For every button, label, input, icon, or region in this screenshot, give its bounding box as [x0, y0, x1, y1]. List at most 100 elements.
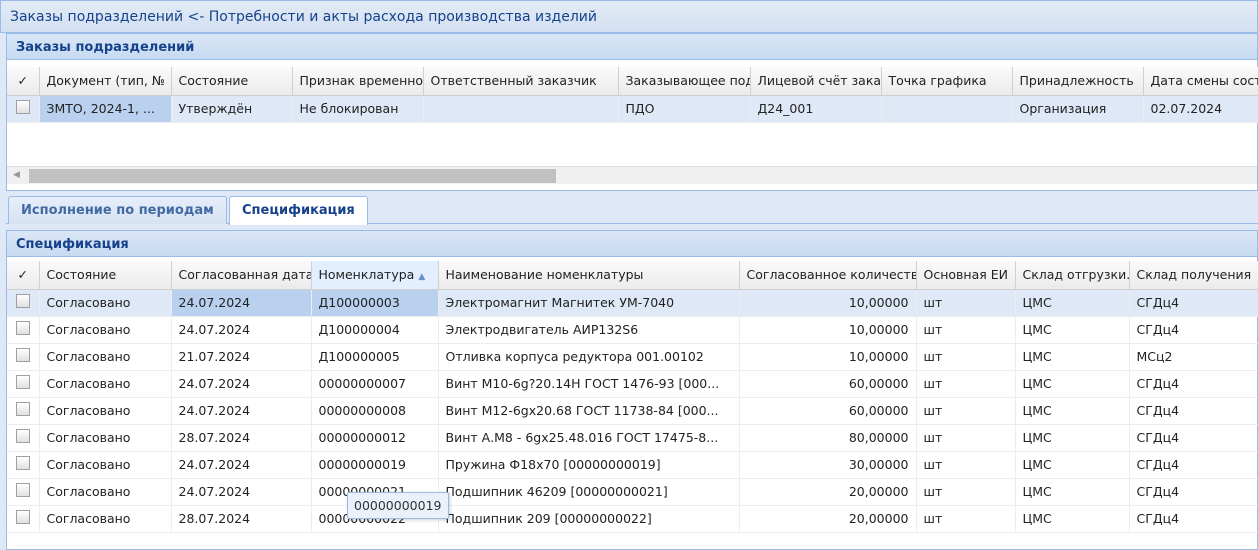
table-cell[interactable]: 24.07.2024: [171, 397, 312, 425]
table-cell[interactable]: Согласовано: [39, 370, 172, 398]
table-cell[interactable]: ЦМС: [1015, 397, 1130, 425]
spec-select-all-header[interactable]: ✓: [7, 261, 40, 290]
table-cell[interactable]: Согласовано: [39, 316, 172, 344]
table-cell[interactable]: СГДц4: [1129, 451, 1258, 479]
table-cell[interactable]: СГДц4: [1129, 370, 1258, 398]
table-cell[interactable]: 24.07.2024: [171, 478, 312, 506]
table-row[interactable]: Согласовано 21.07.2024 Д100000005 Отливка к…: [7, 343, 1258, 371]
checkbox[interactable]: [15, 510, 30, 524]
table-cell[interactable]: Д100000003: [311, 289, 439, 317]
table-row[interactable]: Согласовано 24.07.2024 00000000007 Винт М10…: [7, 370, 1258, 398]
checkbox[interactable]: [15, 429, 30, 443]
table-cell[interactable]: ЦМС: [1015, 370, 1130, 398]
table-row[interactable]: Согласовано 24.07.2024 Д100000003 Электрома…: [7, 289, 1258, 317]
table-cell[interactable]: ЦМС: [1015, 316, 1130, 344]
spec-column-header[interactable]: Склад получения: [1129, 261, 1258, 290]
checkbox[interactable]: [15, 294, 30, 308]
orders-column-header[interactable]: Состояние: [171, 67, 293, 96]
table-cell[interactable]: 10,00000: [739, 289, 917, 317]
spec-column-header[interactable]: Наименование номенклатуры: [438, 261, 740, 290]
row-checkbox[interactable]: [7, 424, 40, 452]
table-cell[interactable]: СГДц4: [1129, 505, 1258, 533]
orders-column-header[interactable]: Заказывающее под: [618, 67, 751, 96]
table-cell[interactable]: СГДц4: [1129, 397, 1258, 425]
checkbox[interactable]: [15, 348, 30, 362]
table-cell[interactable]: 60,00000: [739, 397, 917, 425]
table-cell[interactable]: 00000000008: [311, 397, 439, 425]
table-cell[interactable]: Винт А.М8 - 6gx25.48.016 ГОСТ 17475-8...: [438, 424, 740, 452]
table-cell[interactable]: Согласовано: [39, 289, 172, 317]
table-cell[interactable]: 20,00000: [739, 478, 917, 506]
table-cell[interactable]: 24.07.2024: [171, 370, 312, 398]
table-row[interactable]: Согласовано 24.07.2024 00000000019 Пружина …: [7, 451, 1258, 479]
checkbox[interactable]: [15, 456, 30, 470]
table-cell[interactable]: шт: [916, 397, 1016, 425]
row-checkbox[interactable]: [7, 370, 40, 398]
table-cell[interactable]: СГДц4: [1129, 289, 1258, 317]
table-cell[interactable]: 30,00000: [739, 451, 917, 479]
table-cell[interactable]: 20,00000: [739, 505, 917, 533]
table-cell[interactable]: Винт М12-6gx20.68 ГОСТ 11738-84 [000...: [438, 397, 740, 425]
table-cell[interactable]: Подшипник 46209 [00000000021]: [438, 478, 740, 506]
table-row[interactable]: Согласовано 24.07.2024 Д100000004 Электродв…: [7, 316, 1258, 344]
orders-column-header[interactable]: Документ (тип, №: [39, 67, 172, 96]
table-cell[interactable]: Согласовано: [39, 397, 172, 425]
scroll-left-icon[interactable]: ◀: [13, 170, 20, 180]
orders-column-header[interactable]: Принадлежность: [1012, 67, 1144, 96]
table-cell[interactable]: 10,00000: [739, 343, 917, 371]
table-cell[interactable]: Согласовано: [39, 505, 172, 533]
spec-column-header[interactable]: Номенклатура ▲: [311, 261, 439, 290]
table-cell[interactable]: 10,00000: [739, 316, 917, 344]
table-cell[interactable]: Не блокирован: [292, 95, 424, 123]
table-cell[interactable]: СГДц4: [1129, 424, 1258, 452]
row-checkbox[interactable]: [7, 343, 40, 371]
table-cell[interactable]: Д100000005: [311, 343, 439, 371]
table-cell[interactable]: шт: [916, 316, 1016, 344]
table-cell[interactable]: Д100000004: [311, 316, 439, 344]
table-cell[interactable]: Винт М10-6g?20.14Н ГОСТ 1476-93 [000...: [438, 370, 740, 398]
row-checkbox[interactable]: [7, 451, 40, 479]
table-row[interactable]: ЗМТО, 2024-1, ... Утверждён Не блокирован П…: [7, 95, 1258, 123]
table-row[interactable]: Согласовано24.07.202400000000021Подшипни…: [7, 478, 1258, 506]
table-cell[interactable]: шт: [916, 505, 1016, 533]
table-cell[interactable]: Согласовано: [39, 478, 172, 506]
horizontal-scrollbar[interactable]: ◀: [7, 166, 1257, 184]
table-cell[interactable]: 28.07.2024: [171, 505, 312, 533]
orders-column-header[interactable]: Ответственный заказчик: [423, 67, 619, 96]
table-cell[interactable]: ПДО: [618, 95, 751, 123]
table-cell[interactable]: 80,00000: [739, 424, 917, 452]
table-row[interactable]: Согласовано 28.07.2024 00000000012 Винт А.М…: [7, 424, 1258, 452]
table-cell[interactable]: Д24_001: [750, 95, 882, 123]
table-cell[interactable]: шт: [916, 370, 1016, 398]
table-cell[interactable]: [423, 95, 619, 123]
table-cell[interactable]: СГДц4: [1129, 478, 1258, 506]
table-cell[interactable]: 24.07.2024: [171, 316, 312, 344]
checkbox[interactable]: [15, 321, 30, 335]
table-row[interactable]: Согласовано 24.07.2024 00000000008 Винт М12…: [7, 397, 1258, 425]
orders-column-header[interactable]: Дата смены сост: [1143, 67, 1258, 96]
table-cell[interactable]: 24.07.2024: [171, 451, 312, 479]
table-cell[interactable]: 00000000012: [311, 424, 439, 452]
table-cell[interactable]: Электродвигатель АИР132S6: [438, 316, 740, 344]
table-cell[interactable]: ЦМС: [1015, 289, 1130, 317]
row-checkbox[interactable]: [7, 478, 40, 506]
table-cell[interactable]: ЦМС: [1015, 343, 1130, 371]
table-cell[interactable]: шт: [916, 424, 1016, 452]
table-cell[interactable]: 28.07.2024: [171, 424, 312, 452]
table-cell[interactable]: 00000000019: [311, 451, 439, 479]
table-cell[interactable]: ЦМС: [1015, 424, 1130, 452]
table-cell[interactable]: шт: [916, 478, 1016, 506]
table-cell[interactable]: Согласовано: [39, 451, 172, 479]
table-cell[interactable]: шт: [916, 451, 1016, 479]
table-cell[interactable]: ЦМС: [1015, 451, 1130, 479]
checkbox[interactable]: [15, 483, 30, 497]
row-checkbox[interactable]: [7, 289, 40, 317]
spec-column-header[interactable]: Согласованное количеств: [739, 261, 917, 290]
table-cell[interactable]: 00000000007: [311, 370, 439, 398]
table-cell[interactable]: ЗМТО, 2024-1, ...: [39, 95, 172, 123]
table-cell[interactable]: 60,00000: [739, 370, 917, 398]
table-row[interactable]: Согласовано28.07.202400000000022Подшипни…: [7, 505, 1258, 533]
table-cell[interactable]: МСц2: [1129, 343, 1258, 371]
spec-column-header[interactable]: Склад отгрузки.: [1015, 261, 1130, 290]
table-cell[interactable]: Утверждён: [171, 95, 293, 123]
